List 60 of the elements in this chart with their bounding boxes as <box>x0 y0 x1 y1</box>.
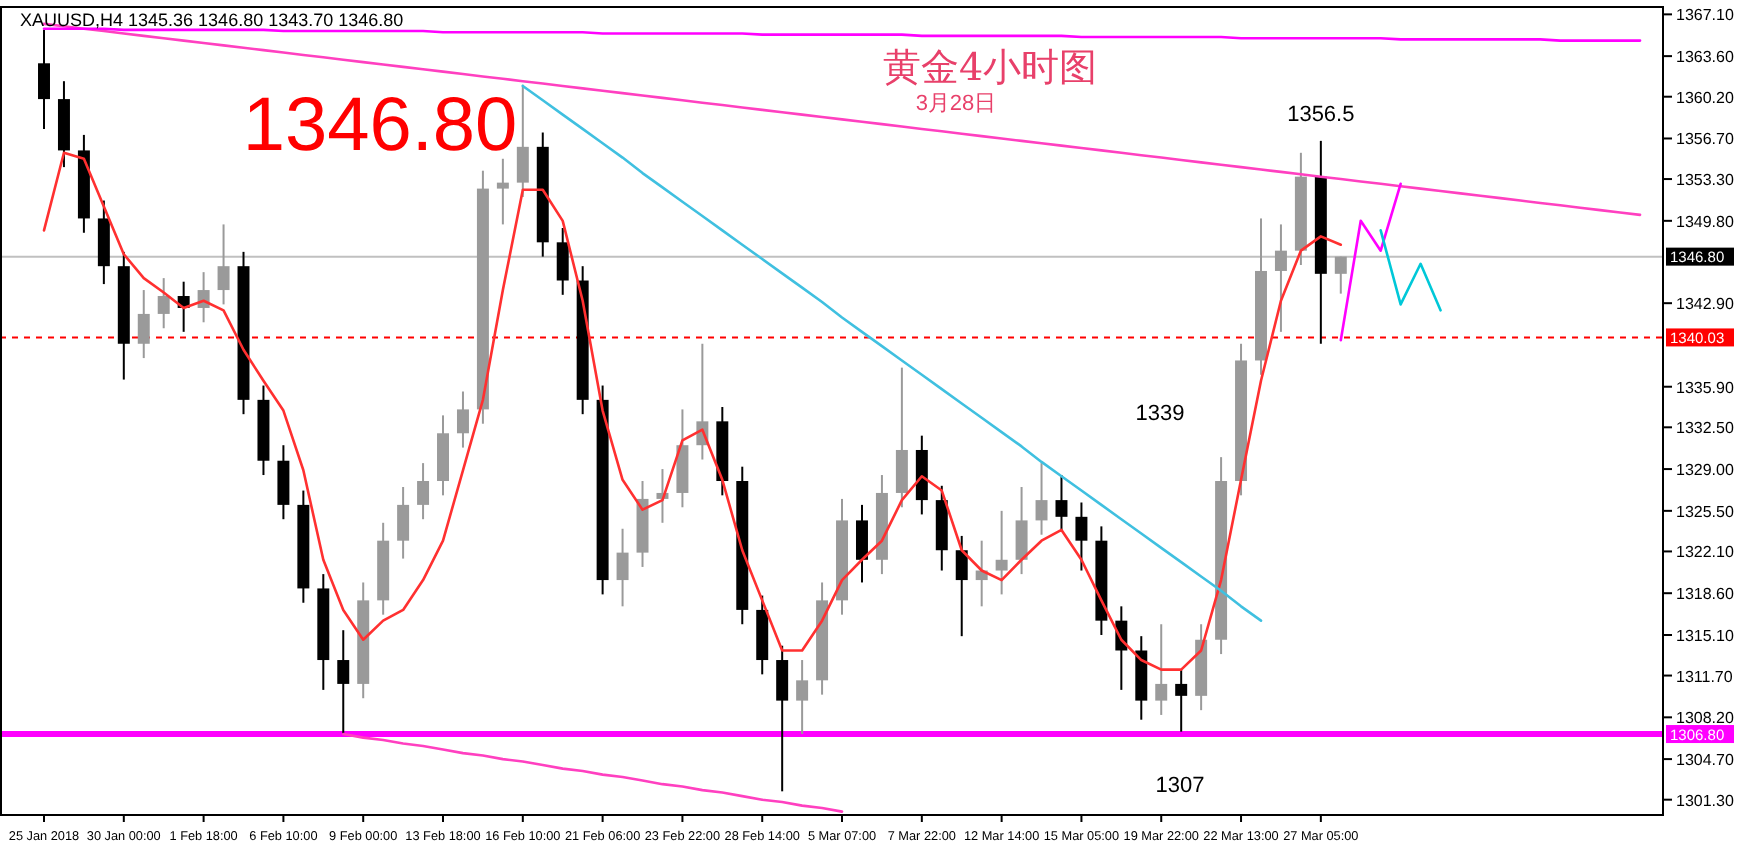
candlestick <box>776 644 789 793</box>
candlestick <box>397 485 410 560</box>
line-series <box>1379 229 1442 312</box>
y-tick-label: 1304.70 <box>1676 751 1735 770</box>
line-series <box>1339 182 1402 342</box>
y-tick-label: 1325.50 <box>1676 502 1735 521</box>
candlestick <box>995 509 1008 596</box>
text: 黄金4小时图 <box>882 46 1098 90</box>
y-tick-label: 1342.90 <box>1676 295 1735 314</box>
line-series <box>521 84 1263 622</box>
line-series <box>341 732 844 813</box>
y-tick-label: 1301.30 <box>1676 791 1735 810</box>
candlestick <box>1035 462 1048 536</box>
y-tick-label: 1329.00 <box>1676 461 1735 480</box>
candlestick <box>38 28 50 130</box>
candlestick <box>1334 255 1347 295</box>
annotation: 1346.80 <box>242 84 518 168</box>
y-tick-label: 1315.10 <box>1676 626 1735 645</box>
annotation: 1307 <box>1155 774 1205 798</box>
candlestick <box>556 226 569 296</box>
candlestick <box>516 83 529 198</box>
candlestick <box>895 366 908 509</box>
annotation: 1356.5 <box>1287 102 1355 127</box>
candlestick <box>1055 474 1068 533</box>
candlestick <box>855 503 868 584</box>
annotation: 1339 <box>1135 402 1185 426</box>
y-tick-label: 1363.60 <box>1676 48 1735 67</box>
candlestick <box>955 534 968 638</box>
y-tick-label: 1367.10 <box>1676 6 1735 25</box>
y-tick-label: 1349.80 <box>1676 212 1735 231</box>
candlestick <box>137 289 150 360</box>
candlestick <box>337 629 350 736</box>
y-tick-label: 1353.30 <box>1676 171 1735 190</box>
y-tick-label: 1335.90 <box>1676 378 1735 397</box>
candlestick <box>676 408 689 509</box>
y-tick-label: 1318.60 <box>1676 585 1735 604</box>
y-tick-label: 1360.20 <box>1676 88 1735 107</box>
y-tick-label: 1356.70 <box>1676 130 1735 149</box>
candlestick <box>1175 668 1188 733</box>
candlestick <box>496 157 509 226</box>
candlestick <box>277 444 290 521</box>
text: 3月28日 <box>915 92 997 116</box>
y-tick-label: 1322.10 <box>1676 543 1735 562</box>
candlestick <box>157 277 170 330</box>
candlestick <box>217 223 230 306</box>
y-tick-label: 1308.20 <box>1676 709 1735 728</box>
candlestick <box>1015 485 1028 576</box>
candlestick <box>1155 623 1168 716</box>
candlestick <box>97 199 110 286</box>
candlestick <box>456 390 469 449</box>
candlestick <box>796 659 809 736</box>
candlestick <box>1075 501 1088 572</box>
y-tick-label: 1311.70 <box>1676 667 1734 686</box>
candlestick <box>616 527 629 608</box>
line-series <box>42 151 1343 671</box>
candlestick <box>437 414 449 497</box>
y-tick-label: 1332.50 <box>1676 419 1735 438</box>
annotation: XAUUSD,H4 1345.36 1346.80 1343.70 1346.80 <box>20 10 404 30</box>
candlestick <box>1274 223 1287 333</box>
candlestick <box>417 462 430 521</box>
